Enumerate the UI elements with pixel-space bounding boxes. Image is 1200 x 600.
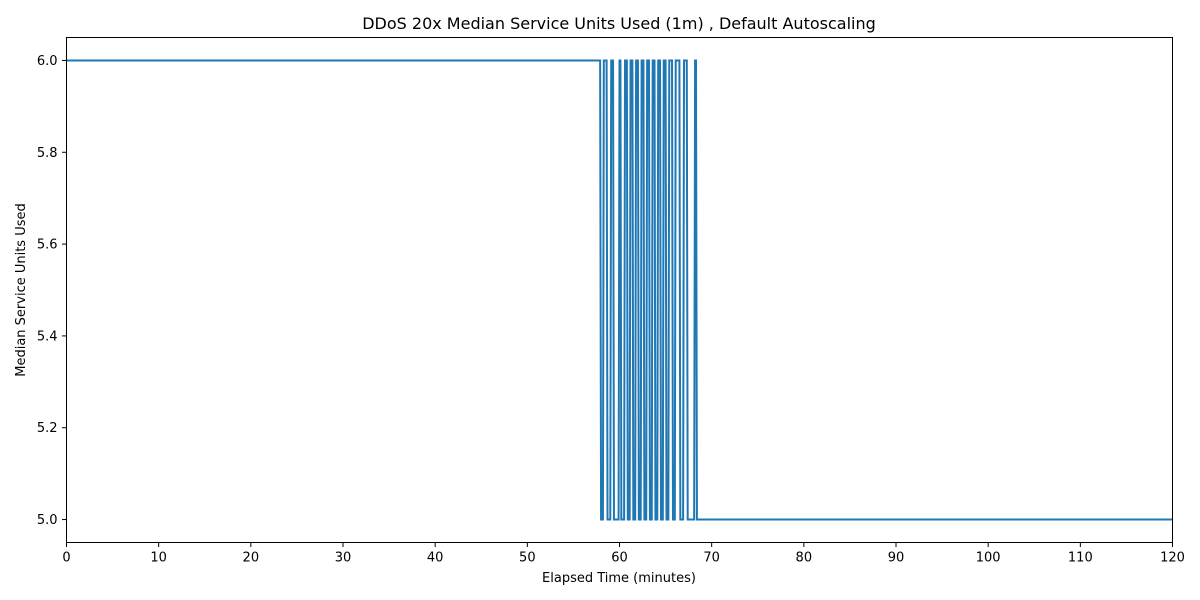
x-tick-label: 10	[150, 551, 167, 566]
y-tick-label: 5.2	[37, 421, 58, 436]
x-axis: 0 10 20 30 40 50 60 70 80 90 100 110 120	[62, 542, 1185, 566]
y-tick-label: 5.8	[37, 146, 58, 161]
x-tick-label: 20	[243, 551, 260, 566]
y-tick-label: 6.0	[37, 54, 58, 69]
y-tick-label: 5.4	[37, 329, 58, 344]
chart-title: DDoS 20x Median Service Units Used (1m) …	[362, 14, 876, 33]
x-tick-label: 90	[888, 551, 905, 566]
y-tick-label: 5.6	[37, 238, 58, 253]
x-tick-label: 110	[1068, 551, 1093, 566]
series-layer	[66, 59, 1173, 521]
x-tick-label: 0	[62, 551, 70, 566]
x-tick-label: 80	[796, 551, 813, 566]
x-tick-label: 30	[335, 551, 352, 566]
y-axis-label: Median Service Units Used	[14, 203, 29, 377]
y-tick-label: 5.0	[37, 513, 58, 528]
x-axis-label: Elapsed Time (minutes)	[542, 571, 696, 586]
x-tick-label: 100	[976, 551, 1001, 566]
x-tick-label: 60	[611, 551, 628, 566]
y-axis: 5.0 5.2 5.4 5.6 5.8 6.0	[37, 54, 67, 528]
x-tick-label: 50	[519, 551, 536, 566]
x-tick-label: 120	[1160, 551, 1185, 566]
x-tick-label: 40	[427, 551, 444, 566]
x-tick-label: 70	[703, 551, 720, 566]
series-line-0	[66, 59, 1173, 521]
